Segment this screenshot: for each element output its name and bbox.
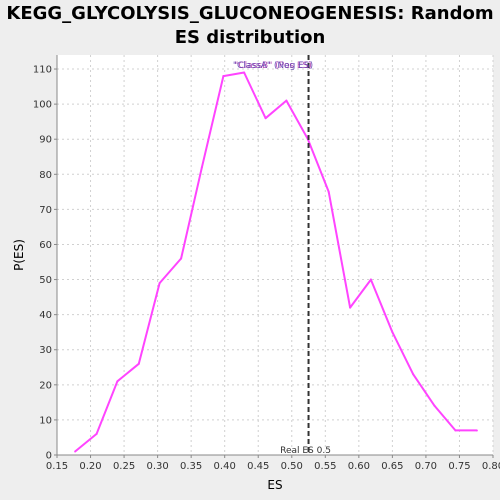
data-point [243,71,246,74]
y-tick-label: 110 [33,65,52,76]
plot-area [57,55,493,455]
y-tick-label: 80 [39,170,52,181]
series-line [74,71,477,453]
data-point [433,404,436,407]
data-point [412,373,415,376]
data-point [116,380,119,383]
y-tick-label: 100 [33,100,52,111]
y-tick-label: 10 [39,415,52,426]
x-tick-label: 0.65 [381,461,403,472]
x-tick-label: 0.20 [79,461,101,472]
x-tick-label: 0.35 [180,461,202,472]
data-point [137,362,140,365]
x-tick-label: 0.15 [46,461,68,472]
data-point [200,166,203,169]
class-annotation: "ClassA" (Neg ES) [233,61,313,71]
y-axis-label: P(ES) [12,239,26,271]
data-point [349,306,352,309]
y-tick-label: 60 [39,240,52,251]
data-point [158,282,161,285]
class-annotation: "ClassB" (Pos ES) [234,61,312,71]
data-point [369,278,372,281]
x-axis-label: ES [267,478,282,492]
real-es-label: Real ES 0.5 [280,446,331,456]
data-point [454,429,457,432]
x-tick-label: 0.75 [448,461,470,472]
y-tick-label: 40 [39,310,52,321]
data-point [264,117,267,120]
data-point [475,429,478,432]
x-tick-label: 0.30 [146,461,168,472]
data-point [74,450,77,453]
x-tick-label: 0.50 [281,461,303,472]
x-tick-label: 0.80 [482,461,500,472]
x-tick-label: 0.55 [314,461,336,472]
x-tick-label: 0.25 [113,461,135,472]
x-tick-label: 0.40 [214,461,236,472]
x-tick-label: 0.70 [415,461,437,472]
chart-title: KEGG_GLYCOLYSIS_GLUCONEOGENESIS: Random … [6,3,494,48]
data-point [180,257,183,260]
data-point [391,331,394,334]
x-tick-label: 0.45 [247,461,269,472]
data-point [327,190,330,193]
x-tick-label: 0.60 [348,461,370,472]
data-point [95,432,98,435]
y-tick-label: 20 [39,380,52,391]
data-point [222,75,225,78]
y-tick-label: 90 [39,135,52,146]
y-tick-label: 50 [39,275,52,286]
y-tick-label: 30 [39,345,52,356]
y-tick-label: 0 [46,451,52,462]
y-tick-label: 70 [39,205,52,216]
data-point [285,99,288,102]
